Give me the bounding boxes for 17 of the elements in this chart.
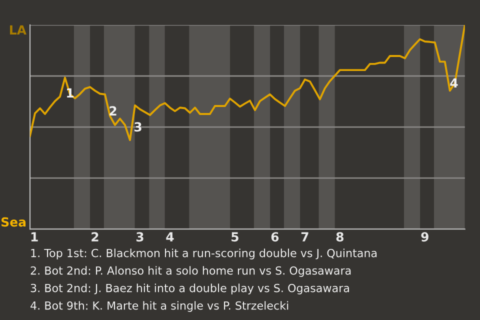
annotation: 2 [110, 106, 116, 116]
text: 4. Bot 9th: K. Marte hit a single vs P. Strzelecki [30, 301, 288, 312]
text: 2. Bot 2nd: P. Alonso hit a solo home run vs S. Ogasawara [30, 266, 351, 277]
x-tick-label: 1 [31, 232, 38, 242]
text: 1. Top 1st: C. Blackmon hit a run-scoring double vs J. Quintana [31, 248, 377, 260]
x-tick-label: 8 [336, 232, 344, 242]
x-tick-label: 9 [421, 232, 428, 242]
text: Sea [2, 217, 26, 227]
text: LA [10, 25, 26, 34]
x-tick-label: 5 [232, 232, 238, 242]
x-tick-label: 7 [301, 232, 308, 242]
text: 3. Bot 2nd: J. Baez hit into a double play vs S. Ogasawara [30, 284, 349, 294]
x-tick-label: 6 [271, 232, 279, 242]
annotation: 3 [134, 122, 142, 132]
x-tick-label: 3 [136, 232, 144, 242]
x-tick-label: 4 [166, 232, 174, 242]
x-tick-label: 2 [92, 232, 98, 242]
